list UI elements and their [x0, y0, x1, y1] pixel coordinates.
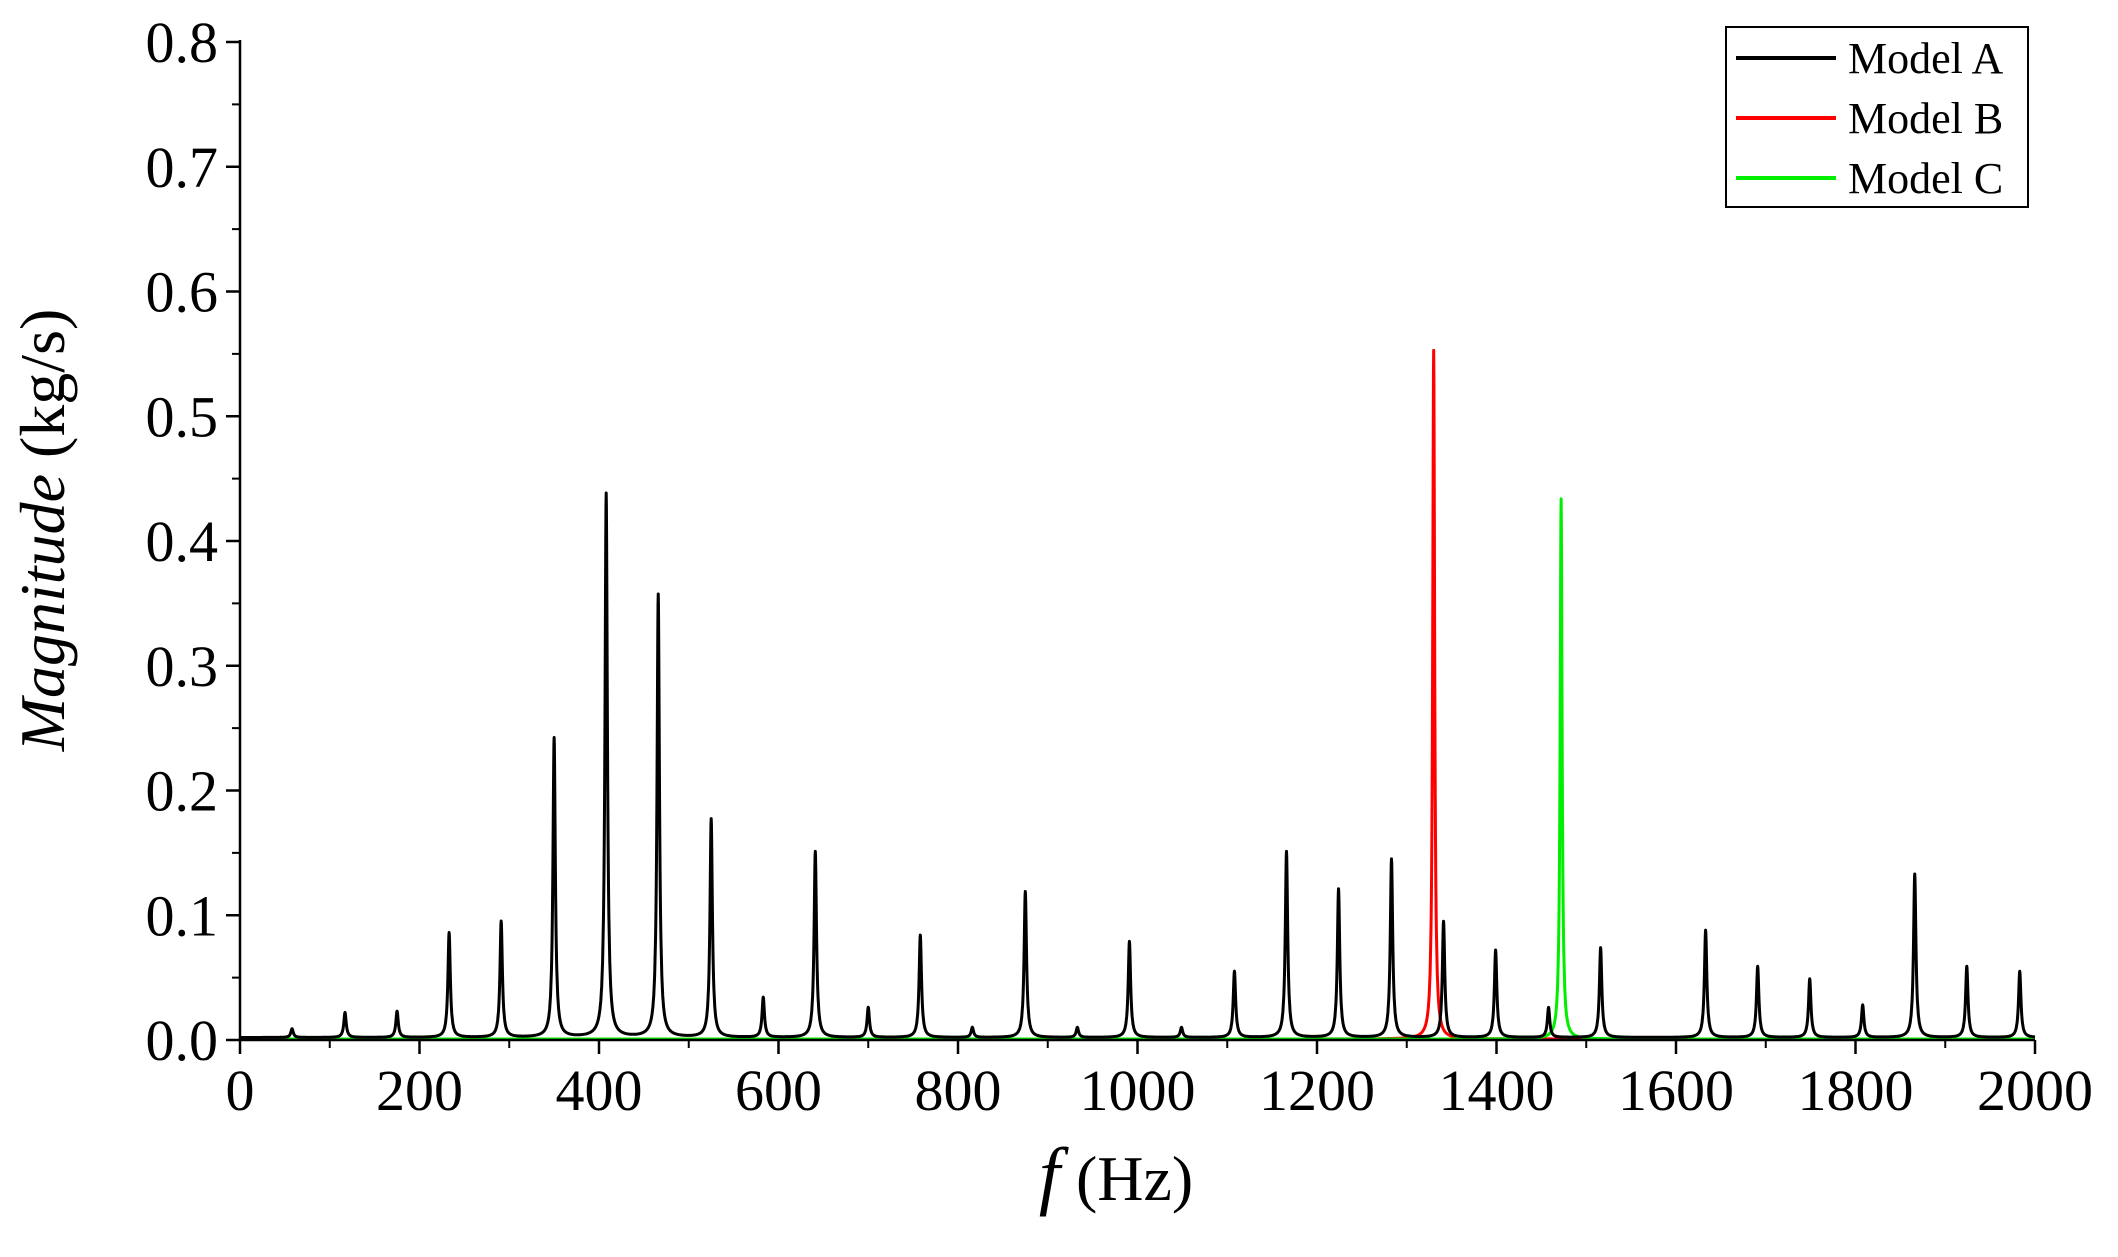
y-axis-title: Magnitude (kg/s)	[7, 309, 78, 753]
x-tick-label: 1800	[1798, 1058, 1914, 1123]
x-tick-label: 1400	[1439, 1058, 1555, 1123]
x-tick-label: 400	[556, 1058, 643, 1123]
y-tick-label: 0.2	[146, 759, 219, 824]
x-axis-title: f (Hz)	[1039, 1133, 1193, 1217]
legend: Model A Model B Model C	[1725, 26, 2029, 208]
y-tick-label: 0.1	[146, 883, 219, 948]
x-tick-label: 200	[376, 1058, 463, 1123]
x-tick-label: 1600	[1618, 1058, 1734, 1123]
series-line-model-b	[239, 348, 2036, 1041]
x-tick-label: 2000	[1977, 1058, 2093, 1123]
x-tick-label: 1000	[1080, 1058, 1196, 1123]
x-tick-label: 1200	[1259, 1058, 1375, 1123]
series-line-model-a	[239, 491, 2036, 1039]
y-tick-label: 0.5	[146, 384, 219, 449]
x-tick-label: 0	[226, 1058, 255, 1123]
series-line-model-c	[239, 497, 2036, 1041]
legend-label: Model C	[1848, 154, 2003, 203]
x-tick-label: 800	[915, 1058, 1002, 1123]
plot-lines	[239, 348, 2036, 1041]
x-tick-labels: 0 200 400 600 800 1000 1200 1400 1600 1800 2000	[226, 1058, 2094, 1123]
y-tick-label: 0.4	[146, 509, 219, 574]
y-tick-label: 0.0	[146, 1008, 219, 1073]
x-axis-unit: (Hz)	[1060, 1143, 1193, 1214]
legend-label: Model B	[1848, 94, 2003, 143]
y-tick-labels: 0.0 0.1 0.2 0.3 0.4 0.5 0.6 0.7 0.8	[146, 10, 219, 1073]
y-axis-variable: Magnitude	[7, 474, 78, 752]
legend-label: Model A	[1848, 34, 2003, 83]
y-tick-label: 0.8	[146, 10, 219, 75]
y-tick-label: 0.3	[146, 634, 219, 699]
y-tick-label: 0.7	[146, 135, 219, 200]
y-tick-label: 0.6	[146, 260, 219, 325]
y-axis-unit: (kg/s)	[7, 309, 78, 474]
x-tick-label: 600	[735, 1058, 822, 1123]
axes	[226, 40, 2037, 1054]
